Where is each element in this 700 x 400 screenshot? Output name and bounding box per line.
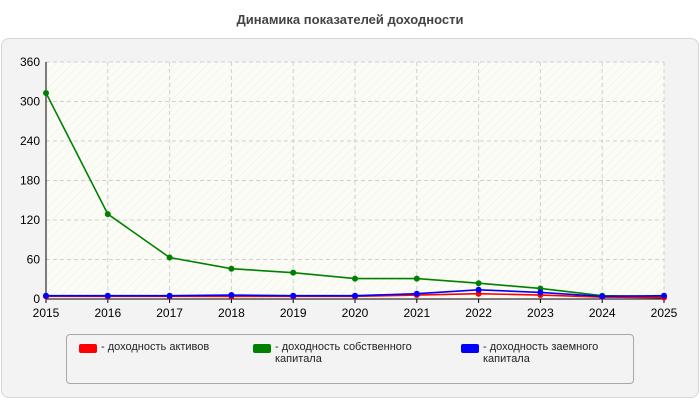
legend-item-debt: - доходность заемного капитала (461, 341, 631, 365)
data-point-1 (43, 89, 49, 96)
legend-label-equity: - доходность собственного капитала (275, 341, 412, 365)
data-point-1 (352, 275, 358, 282)
x-tick-label: 2025 (651, 306, 678, 320)
legend-swatch-equity (253, 344, 271, 353)
data-point-2 (413, 290, 420, 297)
data-point-1 (228, 265, 235, 272)
data-point-2 (661, 292, 667, 299)
axes: 0 60 120 180 240 300 360 2015 2016 2017 2018 2019 20… (20, 55, 678, 320)
y-tick-label: 360 (20, 55, 40, 69)
legend-swatch-debt (461, 344, 479, 353)
legend: - доходность активов - доходность собств… (66, 334, 634, 384)
x-tick-label: 2018 (218, 306, 245, 320)
y-tick-label: 180 (20, 174, 40, 188)
x-tick-label: 2024 (589, 306, 616, 320)
data-point-2 (43, 292, 49, 299)
x-tick-label: 2015 (33, 306, 60, 320)
data-point-2 (352, 292, 358, 299)
legend-item-equity: - доходность собственного капитала (253, 341, 453, 365)
series (43, 89, 667, 301)
data-point-2 (475, 286, 482, 293)
data-point-2 (228, 292, 235, 299)
x-tick-label: 2021 (403, 306, 430, 320)
data-point-1 (104, 211, 111, 218)
data-point-1 (413, 275, 420, 282)
y-tick-label: 240 (20, 134, 40, 148)
legend-item-assets: - доходность активов (79, 341, 249, 353)
data-point-2 (537, 289, 544, 296)
data-point-2 (166, 292, 173, 299)
chart-title: Динамика показателей доходности (236, 12, 464, 27)
data-point-1 (475, 280, 482, 287)
y-tick-label: 60 (27, 253, 41, 267)
data-point-2 (104, 292, 111, 299)
y-tick-label: 300 (20, 95, 40, 109)
y-tick-label: 120 (20, 213, 40, 227)
legend-swatch-assets (79, 344, 97, 353)
data-point-1 (166, 254, 173, 261)
legend-label-debt: - доходность заемного капитала (483, 341, 599, 365)
legend-label-assets: - доходность активов (101, 341, 210, 353)
data-point-2 (290, 292, 297, 299)
y-tick-label: 0 (33, 292, 40, 306)
data-point-2 (599, 293, 606, 300)
x-tick-label: 2019 (280, 306, 307, 320)
data-point-1 (290, 269, 297, 276)
x-tick-label: 2017 (156, 306, 183, 320)
x-tick-label: 2020 (342, 306, 369, 320)
x-tick-label: 2023 (527, 306, 554, 320)
x-tick-label: 2022 (465, 306, 492, 320)
x-tick-label: 2016 (94, 306, 121, 320)
